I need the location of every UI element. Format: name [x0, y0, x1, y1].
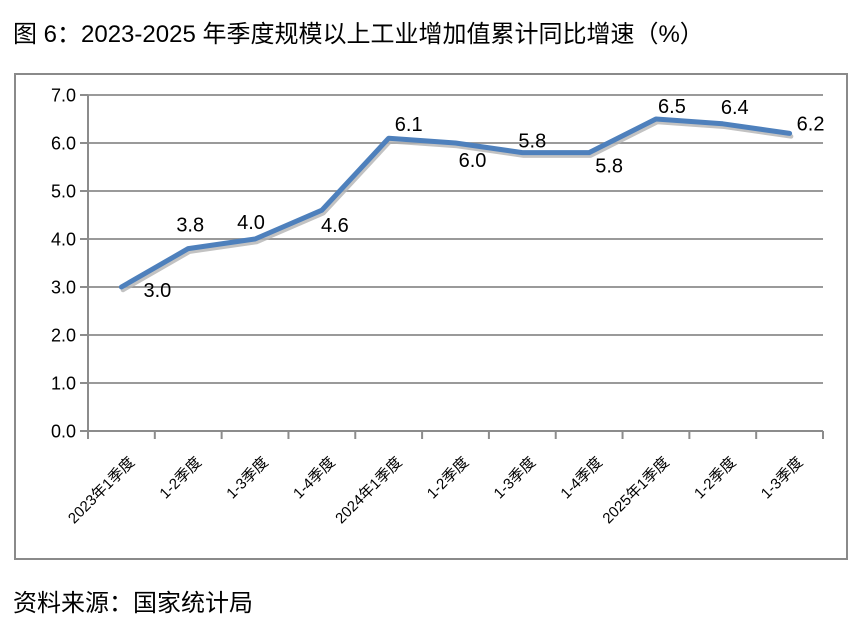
x-tick-label: 1-2季度: [424, 454, 473, 503]
series-line: [118, 116, 793, 290]
data-point-label: 3.0: [144, 280, 172, 302]
data-point-label: 5.8: [518, 131, 546, 153]
data-point-label: 5.8: [595, 156, 623, 178]
y-tick-label: 1.0: [51, 374, 76, 394]
data-point-label: 6.4: [721, 97, 749, 119]
data-point-label: 6.1: [395, 114, 423, 136]
x-tick-label: 2025年1季度: [599, 454, 672, 527]
data-point-label: 4.0: [237, 212, 265, 234]
y-tick-label: 5.0: [51, 182, 76, 202]
x-tick-label: 1-4季度: [557, 454, 606, 503]
source-note: 资料来源：国家统计局: [13, 590, 253, 617]
series-line-shadow: [120, 119, 794, 293]
y-tick-label: 4.0: [51, 230, 76, 250]
data-point-label: 6.2: [797, 113, 825, 135]
data-point-label: 6.5: [658, 96, 686, 118]
data-point-label: 4.6: [321, 215, 349, 237]
y-tick-label: 0.0: [51, 422, 76, 442]
y-tick-label: 3.0: [51, 278, 76, 298]
x-tick-label: 1-2季度: [691, 454, 740, 503]
data-point-label: 6.0: [459, 150, 487, 172]
y-tick-label: 7.0: [51, 86, 76, 106]
chart-title: 图 6：2023-2025 年季度规模以上工业增加值累计同比增速（%）: [13, 21, 704, 48]
x-tick-label: 2024年1季度: [332, 454, 405, 527]
x-tick-label: 2023年1季度: [65, 454, 138, 527]
x-tick-label: 1-2季度: [156, 454, 205, 503]
data-point-label: 3.8: [176, 215, 204, 237]
line-chart: 0.0 1.0 2.0 3.0 4.0 5.0 6.0 7.0 2023年1季度 1-2季度 1-3…: [51, 86, 825, 528]
y-tick-label: 2.0: [51, 326, 76, 346]
x-tick-label: 1-3季度: [758, 454, 807, 503]
x-tick-label: 1-3季度: [491, 454, 540, 503]
y-tick-label: 6.0: [51, 134, 76, 154]
chart-frame: 0.0 1.0 2.0 3.0 4.0 5.0 6.0 7.0 2023年1季度 1-2季度 1-3…: [14, 73, 848, 560]
x-tick-label: 1-3季度: [223, 454, 272, 503]
x-tick-label: 1-4季度: [290, 454, 339, 503]
